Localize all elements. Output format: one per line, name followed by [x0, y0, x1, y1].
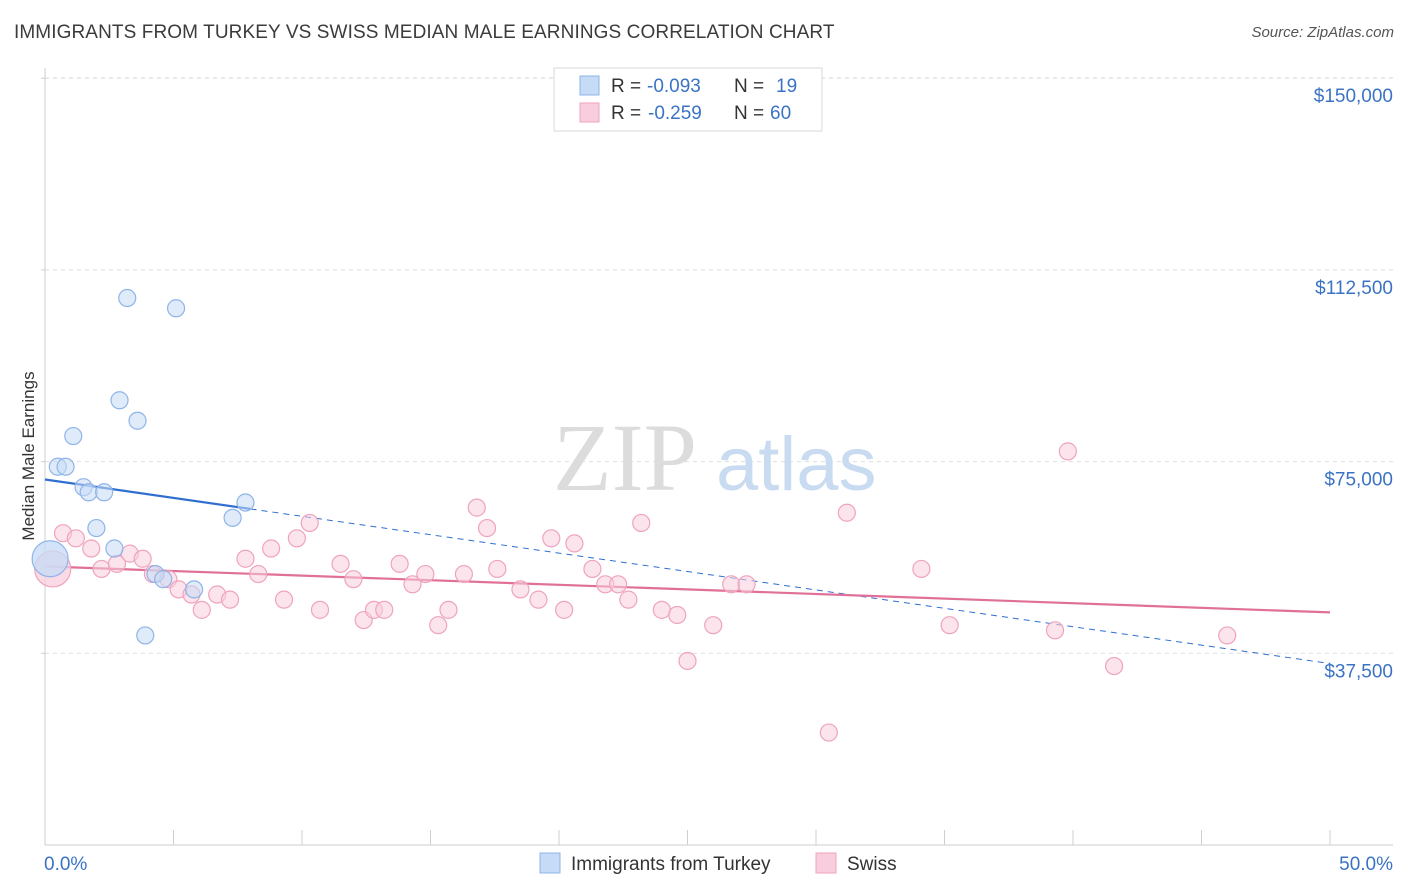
data-point-swiss — [331, 554, 350, 573]
x-tick-label-min: 0.0% — [44, 854, 87, 875]
y-tick-label: $75,000 — [1324, 470, 1393, 491]
watermark: ZIP atlas — [553, 404, 877, 511]
data-point-turkey — [105, 539, 124, 558]
data-point-swiss — [819, 723, 838, 742]
data-point-turkey — [95, 483, 114, 502]
data-point-turkey — [56, 457, 75, 476]
legend-n-value-turkey: 19 — [776, 76, 797, 97]
data-point-swiss — [529, 590, 548, 609]
data-point-swiss — [488, 559, 507, 579]
x-ticks — [44, 830, 1331, 845]
data-point-swiss — [236, 549, 255, 568]
legend-swatch-swiss — [579, 102, 600, 123]
data-point-swiss — [287, 529, 306, 548]
data-point-swiss — [390, 554, 409, 573]
data-point-swiss — [511, 580, 530, 599]
legend-r-value-turkey: -0.093 — [647, 76, 701, 97]
data-point-swiss — [416, 564, 435, 584]
y-tick-label: $112,500 — [1315, 278, 1393, 299]
series-legend-label-turkey: Immigrants from Turkey — [571, 854, 771, 875]
series-legend-label-swiss: Swiss — [847, 854, 897, 875]
data-point-turkey — [154, 570, 173, 589]
legend-swatch-turkey — [579, 75, 600, 96]
trend-line-turkey-dashed — [250, 508, 1331, 665]
data-point-swiss — [555, 600, 574, 619]
watermark-atlas: atlas — [716, 422, 877, 507]
data-point-swiss — [912, 559, 931, 579]
trend-line-swiss — [44, 565, 1331, 614]
data-point-swiss — [429, 616, 448, 635]
data-point-turkey — [128, 411, 147, 430]
data-point-turkey — [64, 426, 83, 446]
data-point-turkey — [184, 580, 204, 599]
data-point-swiss — [678, 651, 697, 671]
data-point-swiss — [467, 498, 486, 517]
data-point-swiss — [477, 518, 497, 538]
data-point-turkey — [166, 299, 186, 318]
chart-title: IMMIGRANTS FROM TURKEY VS SWISS MEDIAN M… — [14, 22, 835, 43]
data-point-swiss — [274, 590, 294, 609]
data-point-swiss — [66, 529, 85, 548]
data-point-swiss — [542, 529, 561, 548]
data-point-swiss — [262, 539, 281, 558]
data-point-swiss — [92, 559, 111, 579]
data-point-swiss — [220, 590, 240, 609]
data-point-swiss — [837, 503, 856, 522]
data-point-swiss — [1105, 656, 1124, 676]
data-points — [31, 288, 1237, 742]
legend-r-value-swiss: -0.259 — [648, 103, 702, 124]
data-point-swiss — [344, 570, 363, 589]
data-point-swiss — [300, 513, 319, 533]
data-point-swiss — [375, 600, 394, 619]
series-legend-swatch-turkey — [539, 852, 561, 874]
legend-r-label-swiss: R = — [611, 103, 641, 124]
data-point-swiss — [619, 590, 638, 609]
y-axis-title: Median Male Earnings — [19, 371, 38, 540]
data-point-swiss — [192, 600, 211, 619]
data-point-turkey — [118, 288, 137, 308]
data-point-swiss — [583, 559, 602, 579]
data-point-swiss — [668, 605, 687, 625]
data-point-turkey — [136, 626, 155, 645]
axes — [44, 68, 1393, 846]
data-point-swiss — [632, 513, 651, 533]
correlation-legend: R = -0.093 N = 19 R = -0.259 N = 60 — [553, 67, 823, 132]
legend-n-label-swiss: N = — [734, 103, 764, 124]
series-legend-swatch-swiss — [815, 852, 837, 874]
y-tick-labels: $37,500 $75,000 $112,500 $150,000 — [1314, 86, 1393, 682]
data-point-swiss — [565, 534, 584, 553]
data-point-swiss — [609, 575, 628, 594]
data-point-swiss — [403, 575, 422, 594]
data-point-swiss — [1045, 621, 1065, 640]
x-tick-label-max: 50.0% — [1339, 854, 1393, 875]
y-tick-label: $150,000 — [1314, 86, 1393, 107]
data-point-swiss — [722, 575, 741, 594]
legend-r-label-turkey: R = — [611, 76, 641, 97]
data-point-swiss — [439, 600, 458, 619]
data-point-turkey — [87, 518, 106, 538]
legend-n-label-turkey: N = — [734, 76, 764, 97]
data-point-swiss — [704, 616, 723, 635]
data-point-swiss — [454, 564, 474, 584]
legend-n-value-swiss: 60 — [770, 103, 791, 124]
data-point-turkey — [236, 493, 255, 512]
data-point-swiss — [249, 564, 268, 584]
data-point-swiss — [652, 600, 671, 619]
source-label: Source: ZipAtlas.com — [1251, 24, 1394, 41]
series-legend: Immigrants from Turkey Swiss — [539, 852, 897, 875]
watermark-zip: ZIP — [553, 404, 697, 511]
data-point-swiss — [133, 549, 152, 568]
y-tick-label: $37,500 — [1324, 661, 1393, 682]
data-point-turkey — [31, 540, 69, 578]
data-point-swiss — [940, 616, 959, 635]
data-point-swiss — [1218, 626, 1237, 645]
data-point-turkey — [79, 483, 98, 502]
data-point-turkey — [110, 391, 129, 410]
data-point-swiss — [310, 600, 330, 619]
data-point-swiss — [82, 539, 101, 558]
data-point-swiss — [1058, 442, 1077, 461]
data-point-turkey — [223, 508, 242, 527]
data-point-swiss — [737, 575, 756, 594]
